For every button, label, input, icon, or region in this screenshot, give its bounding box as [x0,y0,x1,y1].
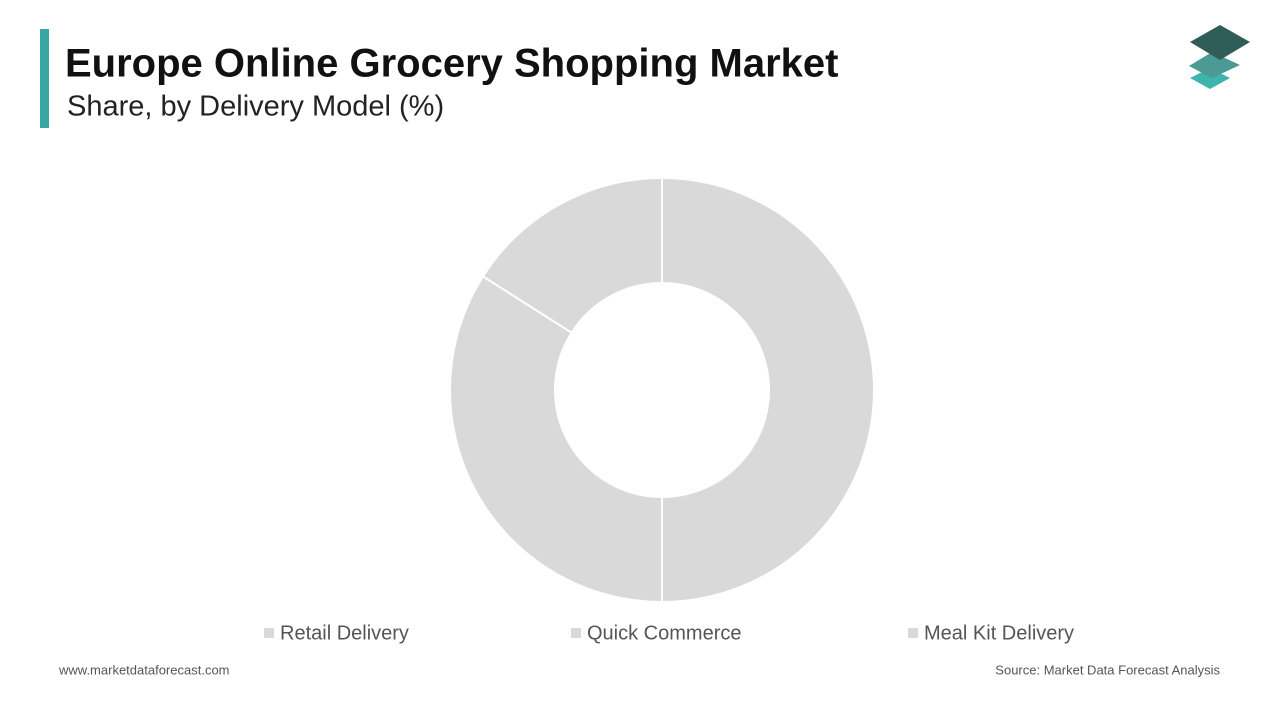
source: Source: Market Data Forecast Analysis [995,662,1220,677]
donut-slice [449,275,663,604]
title-accent [40,29,49,128]
logo [1189,25,1250,89]
legend-swatch [571,628,581,638]
donut-slice [481,176,663,335]
legend-swatch [264,628,274,638]
legend-swatch [908,628,918,638]
legend-label: Retail Delivery [280,622,409,644]
legend-label: Meal Kit Delivery [924,622,1074,644]
website: www.marketdataforecast.com [58,662,230,677]
chart-subtitle: Share, by Delivery Model (%) [67,91,444,123]
chart-title: Europe Online Grocery Shopping Market [65,42,838,86]
legend-label: Quick Commerce [587,622,741,644]
donut-slice [661,176,875,604]
